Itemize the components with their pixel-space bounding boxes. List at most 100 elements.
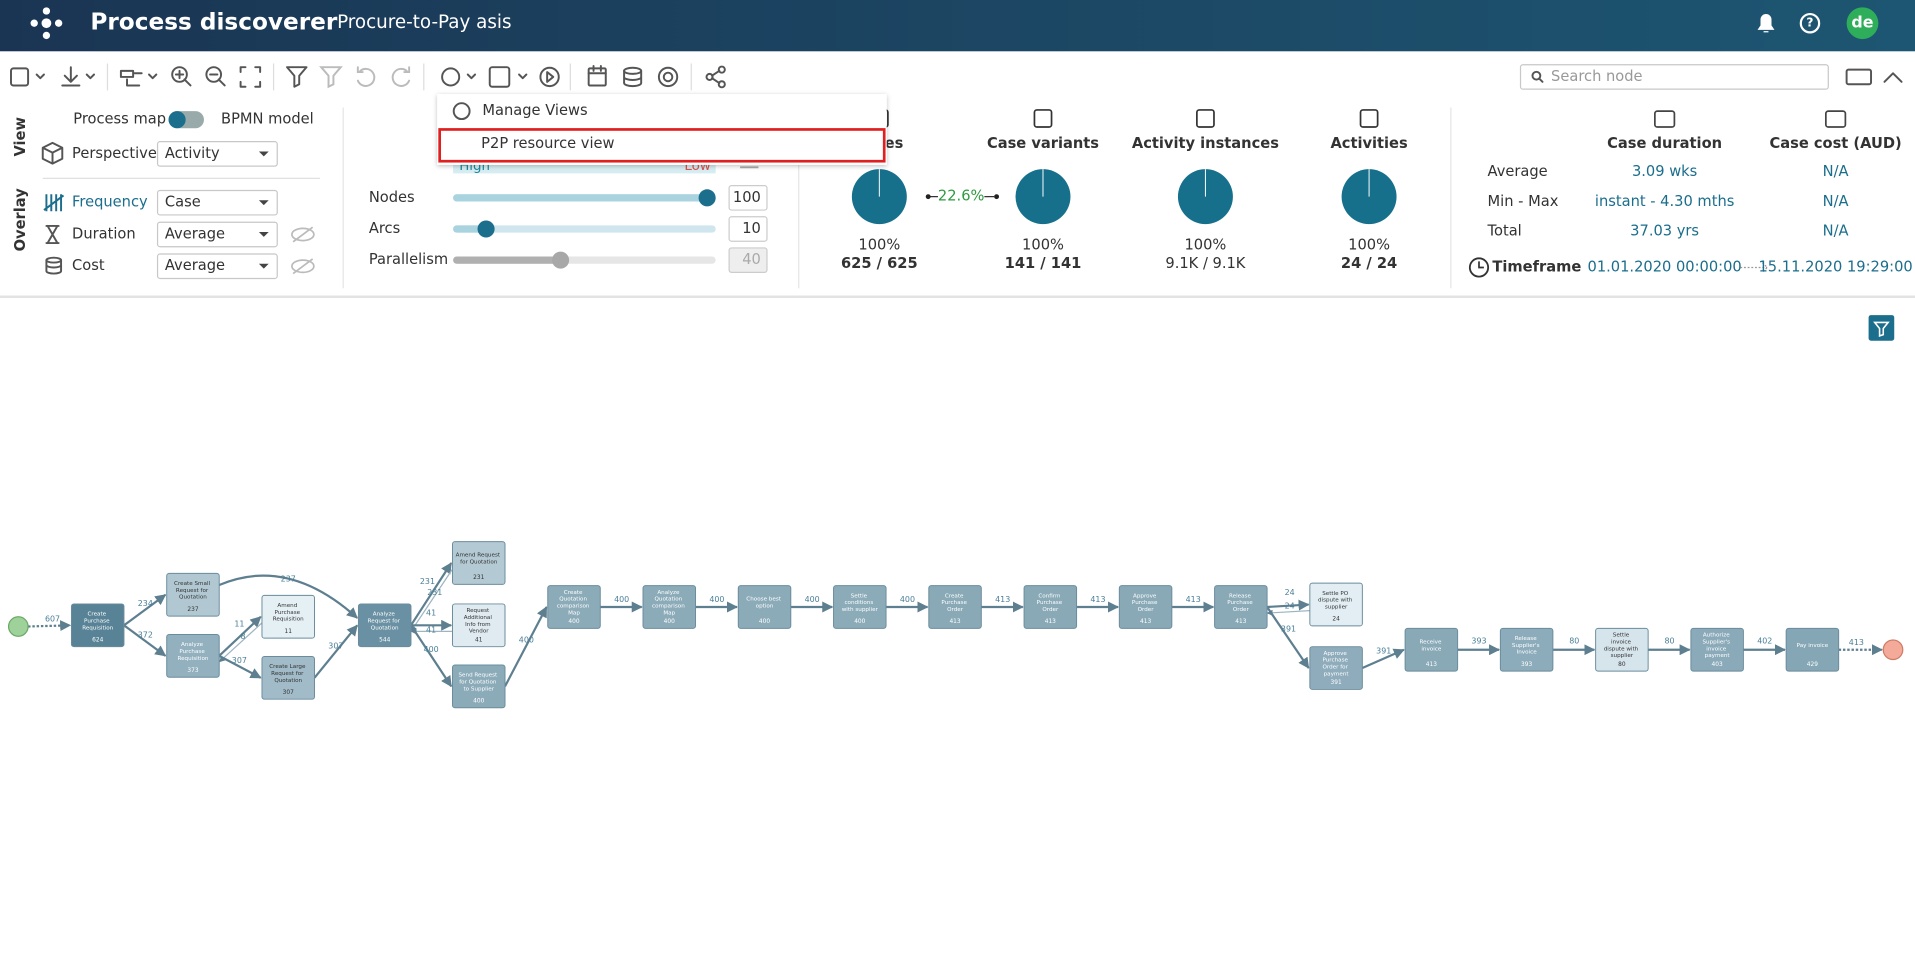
map-edge — [504, 606, 548, 687]
help-icon[interactable] — [1799, 12, 1821, 34]
map-node[interactable] — [737, 585, 792, 629]
map-node[interactable] — [642, 585, 697, 629]
map-node[interactable] — [1690, 627, 1744, 672]
map-node[interactable] — [1785, 627, 1840, 672]
perspective-select[interactable] — [156, 141, 278, 167]
map-node[interactable] — [1309, 646, 1363, 690]
map-node[interactable] — [1023, 585, 1078, 629]
slider-input[interactable] — [728, 216, 768, 242]
map-node[interactable] — [1214, 585, 1268, 629]
map-node[interactable] — [928, 585, 982, 629]
views-menu[interactable] — [466, 73, 477, 80]
app-logo[interactable] — [30, 7, 63, 40]
animation-button[interactable] — [539, 66, 560, 88]
layout-button[interactable] — [119, 69, 143, 87]
slider-input[interactable] — [728, 185, 768, 211]
map-node[interactable] — [452, 603, 506, 648]
map-node[interactable] — [1118, 585, 1173, 629]
node-count: 391 — [1331, 680, 1342, 686]
node-count: 41 — [475, 637, 483, 643]
zoom-out[interactable] — [205, 66, 226, 87]
edge-label: 393 — [1471, 637, 1486, 646]
node-count: 307 — [283, 690, 294, 696]
map-node[interactable] — [1309, 582, 1363, 627]
overlay-select[interactable] — [156, 221, 278, 248]
map-node[interactable] — [452, 541, 506, 585]
project-name[interactable]: Procure-to-Pay asis — [337, 12, 511, 33]
stat-percent: 100% — [1348, 236, 1390, 253]
export-menu[interactable] — [85, 73, 96, 80]
map-node[interactable] — [1404, 627, 1459, 672]
overlay-label[interactable]: Duration — [72, 225, 136, 242]
notifications-icon[interactable] — [1757, 14, 1775, 33]
slider-value: 100 — [733, 189, 761, 206]
stat-icon — [1033, 109, 1053, 128]
avatar[interactable] — [1846, 7, 1879, 40]
visibility-toggle[interactable] — [291, 259, 315, 274]
share-button[interactable] — [705, 65, 726, 89]
node-label: Approve Purchase Order for payment — [1322, 650, 1349, 677]
search-box[interactable] — [1519, 64, 1829, 90]
map-edge — [1266, 609, 1310, 616]
map-node[interactable] — [261, 655, 315, 700]
row-value: 37.03 yrs — [1630, 223, 1699, 240]
views-button[interactable] — [441, 67, 461, 87]
map-node[interactable] — [70, 603, 125, 648]
node-count: 393 — [1521, 662, 1532, 668]
keyboard-button[interactable] — [1845, 68, 1873, 86]
map-node[interactable] — [452, 664, 506, 709]
slider-input[interactable] — [728, 247, 768, 273]
map-node[interactable] — [166, 633, 220, 678]
map-node[interactable] — [1499, 627, 1554, 672]
export-button[interactable] — [61, 66, 81, 87]
calendar-button[interactable] — [587, 64, 607, 87]
header-bar — [0, 0, 1915, 52]
slider-value: 10 — [742, 220, 761, 237]
performance-button[interactable] — [657, 66, 679, 88]
menu-item[interactable]: P2P resource view — [481, 135, 614, 152]
map-filter-button[interactable] — [1868, 315, 1895, 341]
avatar-initials: de — [1851, 13, 1873, 32]
visibility-toggle[interactable] — [291, 227, 315, 242]
cost-button[interactable] — [623, 66, 643, 88]
undo-button[interactable] — [356, 66, 376, 87]
slider-thumb[interactable] — [552, 251, 570, 269]
map-node[interactable] — [1595, 627, 1649, 672]
collapse-button[interactable] — [1883, 72, 1903, 83]
edge-label: 413 — [1186, 595, 1201, 604]
overlay-select[interactable] — [156, 189, 278, 216]
map-node[interactable] — [833, 585, 887, 629]
bpmn-option[interactable]: BPMN model — [221, 111, 314, 128]
map-node[interactable] — [166, 572, 220, 617]
visibility-slash — [292, 226, 314, 243]
map-option[interactable]: Process map — [73, 111, 166, 128]
overlay-section-label: Overlay — [12, 188, 29, 252]
overlay-label[interactable]: Frequency — [72, 194, 148, 211]
view-section-label: View — [12, 117, 29, 157]
stat-percent: 100% — [1184, 236, 1226, 253]
save-menu[interactable] — [35, 73, 45, 80]
clear-filter-button[interactable] — [319, 66, 343, 89]
dashboard-button[interactable] — [488, 66, 511, 88]
map-node[interactable] — [547, 585, 601, 629]
map-node[interactable] — [357, 603, 412, 648]
edge-label: 413 — [995, 595, 1010, 604]
start-node — [7, 616, 29, 637]
menu-item[interactable]: Manage Views — [482, 102, 587, 119]
overlay-label[interactable]: Cost — [72, 257, 105, 274]
layout-menu[interactable] — [148, 73, 158, 80]
map-node[interactable] — [261, 594, 315, 639]
save-button[interactable] — [10, 67, 30, 87]
highlight-box — [438, 128, 886, 163]
redo-button[interactable] — [391, 66, 411, 87]
edge-label: 307 — [232, 656, 247, 665]
slider-thumb[interactable] — [477, 220, 495, 238]
fit-button[interactable] — [239, 66, 262, 88]
zoom-in[interactable] — [171, 66, 192, 87]
stat-percent: 100% — [1022, 236, 1064, 253]
node-label: Create Small Request for Quotation — [174, 581, 212, 601]
slider-thumb[interactable] — [698, 189, 716, 207]
dashboard-menu[interactable] — [518, 73, 528, 80]
overlay-select[interactable] — [156, 253, 278, 280]
filter-button[interactable] — [286, 66, 308, 88]
